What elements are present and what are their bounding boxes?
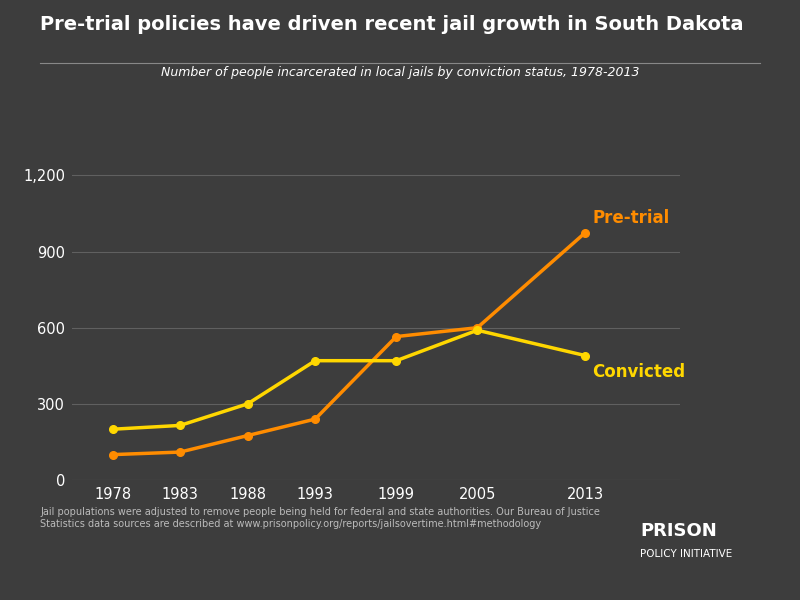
Text: Convicted: Convicted (592, 363, 686, 381)
Text: Pre-trial: Pre-trial (592, 209, 670, 227)
Text: PRISON: PRISON (640, 522, 717, 540)
Text: Number of people incarcerated in local jails by conviction status, 1978-2013: Number of people incarcerated in local j… (161, 66, 639, 79)
Text: POLICY INITIATIVE: POLICY INITIATIVE (640, 549, 732, 559)
Text: Jail populations were adjusted to remove people being held for federal and state: Jail populations were adjusted to remove… (40, 507, 600, 529)
Text: Pre-trial policies have driven recent jail growth in South Dakota: Pre-trial policies have driven recent ja… (40, 15, 743, 34)
